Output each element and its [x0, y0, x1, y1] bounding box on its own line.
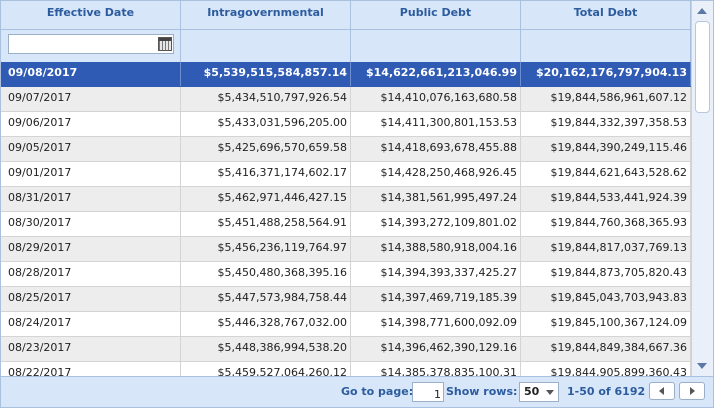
column-header-public-debt[interactable]: Public Debt — [351, 1, 521, 29]
cell-date: 08/25/2017 — [1, 287, 181, 311]
page-range-text: 1-50 of 6192 — [567, 385, 646, 398]
scrollbar-thumb[interactable] — [695, 21, 710, 113]
column-header-row: Effective Date Intragovernmental Holding… — [1, 1, 691, 43]
next-page-button[interactable] — [679, 382, 705, 400]
cell-public: $14,381,561,995,497.24 — [351, 187, 521, 211]
date-filter-cell — [1, 30, 181, 62]
cell-total: $19,844,873,705,820.43 — [521, 262, 691, 286]
goto-page-label: Go to page: — [341, 385, 414, 398]
cell-total: $19,844,586,961,607.12 — [521, 87, 691, 111]
cell-total: $19,844,760,368,365.93 — [521, 212, 691, 236]
cell-intragov: $5,450,480,368,395.16 — [181, 262, 351, 286]
cell-intragov: $5,416,371,174,602.17 — [181, 162, 351, 186]
cell-public: $14,397,469,719,185.39 — [351, 287, 521, 311]
cell-public: $14,398,771,600,092.09 — [351, 312, 521, 336]
pager-bar: Go to page: 1 Show rows: 50 1-50 of 6192 — [1, 376, 713, 407]
cell-public: $14,428,250,468,926.45 — [351, 162, 521, 186]
table-row[interactable]: 08/24/2017 $5,446,328,767,032.00 $14,398,7… — [1, 312, 691, 337]
table-row[interactable]: 08/29/2017 $5,456,236,119,764.97 $14,388,5… — [1, 237, 691, 262]
cell-total: $19,844,332,397,358.53 — [521, 112, 691, 136]
cell-public: $14,394,393,337,425.27 — [351, 262, 521, 286]
show-rows-label: Show rows: — [446, 385, 518, 398]
chevron-right-icon — [690, 387, 695, 395]
table-row[interactable]: 08/25/2017 $5,447,573,984,758.44 $14,397,4… — [1, 287, 691, 312]
public-filter-cell — [351, 30, 521, 62]
cell-intragov: $5,459,527,064,260.12 — [181, 362, 351, 376]
total-filter-cell — [521, 30, 691, 62]
cell-intragov: $5,448,386,994,538.20 — [181, 337, 351, 361]
table-row[interactable]: 08/30/2017 $5,451,488,258,564.91 $14,393,2… — [1, 212, 691, 237]
cell-total: $19,844,905,899,360.43 — [521, 362, 691, 376]
cell-public: $14,622,661,213,046.99 — [351, 62, 521, 86]
cell-date: 09/06/2017 — [1, 112, 181, 136]
vertical-scrollbar[interactable] — [691, 1, 713, 376]
cell-intragov: $5,447,573,984,758.44 — [181, 287, 351, 311]
cell-date: 08/22/2017 — [1, 362, 181, 376]
cell-date: 09/07/2017 — [1, 87, 181, 111]
cell-public: $14,385,378,835,100.31 — [351, 362, 521, 376]
scroll-down-arrow-icon[interactable] — [697, 363, 707, 369]
cell-intragov: $5,446,328,767,032.00 — [181, 312, 351, 336]
chevron-left-icon — [659, 387, 664, 395]
cell-public: $14,411,300,801,153.53 — [351, 112, 521, 136]
cell-total: $19,844,533,441,924.39 — [521, 187, 691, 211]
cell-date: 08/31/2017 — [1, 187, 181, 211]
cell-total: $19,845,043,703,943.83 — [521, 287, 691, 311]
cell-date: 09/08/2017 — [1, 62, 181, 86]
column-header-intragovernmental-holdings[interactable]: Intragovernmental Holdings — [181, 1, 351, 43]
cell-public: $14,418,693,678,455.88 — [351, 137, 521, 161]
filter-row — [1, 30, 691, 63]
cell-total: $19,844,849,384,667.36 — [521, 337, 691, 361]
cell-public: $14,410,076,163,680.58 — [351, 87, 521, 111]
cell-public: $14,388,580,918,004.16 — [351, 237, 521, 261]
table-row[interactable]: 09/07/2017 $5,434,510,797,926.54 $14,410,0… — [1, 87, 691, 112]
cell-date: 08/29/2017 — [1, 237, 181, 261]
table-row[interactable]: 09/05/2017 $5,425,696,570,659.58 $14,418,6… — [1, 137, 691, 162]
cell-intragov: $5,425,696,570,659.58 — [181, 137, 351, 161]
grid-body: 09/08/2017 $5,539,515,584,857.14 $14,622,6… — [1, 62, 691, 376]
table-row[interactable]: 08/31/2017 $5,462,971,446,427.15 $14,381,5… — [1, 187, 691, 212]
dropdown-caret-icon — [546, 390, 554, 395]
cell-date: 08/23/2017 — [1, 337, 181, 361]
date-filter-input[interactable] — [8, 34, 174, 54]
cell-date: 08/24/2017 — [1, 312, 181, 336]
table-row[interactable]: 08/23/2017 $5,448,386,994,538.20 $14,396,4… — [1, 337, 691, 362]
cell-total: $19,844,621,643,528.62 — [521, 162, 691, 186]
cell-public: $14,396,462,390,129.16 — [351, 337, 521, 361]
page-number-input[interactable]: 1 — [412, 382, 444, 402]
cell-total: $19,845,100,367,124.09 — [521, 312, 691, 336]
cell-intragov: $5,462,971,446,427.15 — [181, 187, 351, 211]
intragov-filter-cell — [181, 30, 351, 62]
cell-intragov: $5,451,488,258,564.91 — [181, 212, 351, 236]
cell-date: 09/01/2017 — [1, 162, 181, 186]
table-row[interactable]: 08/28/2017 $5,450,480,368,395.16 $14,394,3… — [1, 262, 691, 287]
calendar-icon[interactable] — [158, 37, 172, 51]
cell-public: $14,393,272,109,801.02 — [351, 212, 521, 236]
cell-intragov: $5,539,515,584,857.14 — [181, 62, 351, 86]
cell-date: 08/30/2017 — [1, 212, 181, 236]
table-row[interactable]: 09/01/2017 $5,416,371,174,602.17 $14,428,2… — [1, 162, 691, 187]
column-header-effective-date[interactable]: Effective Date — [1, 1, 181, 29]
cell-date: 09/05/2017 — [1, 137, 181, 161]
cell-total: $20,162,176,797,904.13 — [521, 62, 691, 86]
rows-per-page-select[interactable]: 50 — [519, 382, 559, 402]
table-row[interactable]: 08/22/2017 $5,459,527,064,260.12 $14,385,3… — [1, 362, 691, 376]
cell-date: 08/28/2017 — [1, 262, 181, 286]
table-row[interactable]: 09/06/2017 $5,433,031,596,205.00 $14,411,3… — [1, 112, 691, 137]
cell-total: $19,844,817,037,769.13 — [521, 237, 691, 261]
scroll-up-arrow-icon[interactable] — [697, 8, 707, 14]
cell-intragov: $5,456,236,119,764.97 — [181, 237, 351, 261]
cell-intragov: $5,433,031,596,205.00 — [181, 112, 351, 136]
rows-per-page-value: 50 — [524, 385, 540, 398]
cell-total: $19,844,390,249,115.46 — [521, 137, 691, 161]
column-header-total-debt[interactable]: Total Debt — [521, 1, 691, 29]
cell-intragov: $5,434,510,797,926.54 — [181, 87, 351, 111]
previous-page-button[interactable] — [649, 382, 675, 400]
table-row[interactable]: 09/08/2017 $5,539,515,584,857.14 $14,622,6… — [1, 62, 691, 87]
